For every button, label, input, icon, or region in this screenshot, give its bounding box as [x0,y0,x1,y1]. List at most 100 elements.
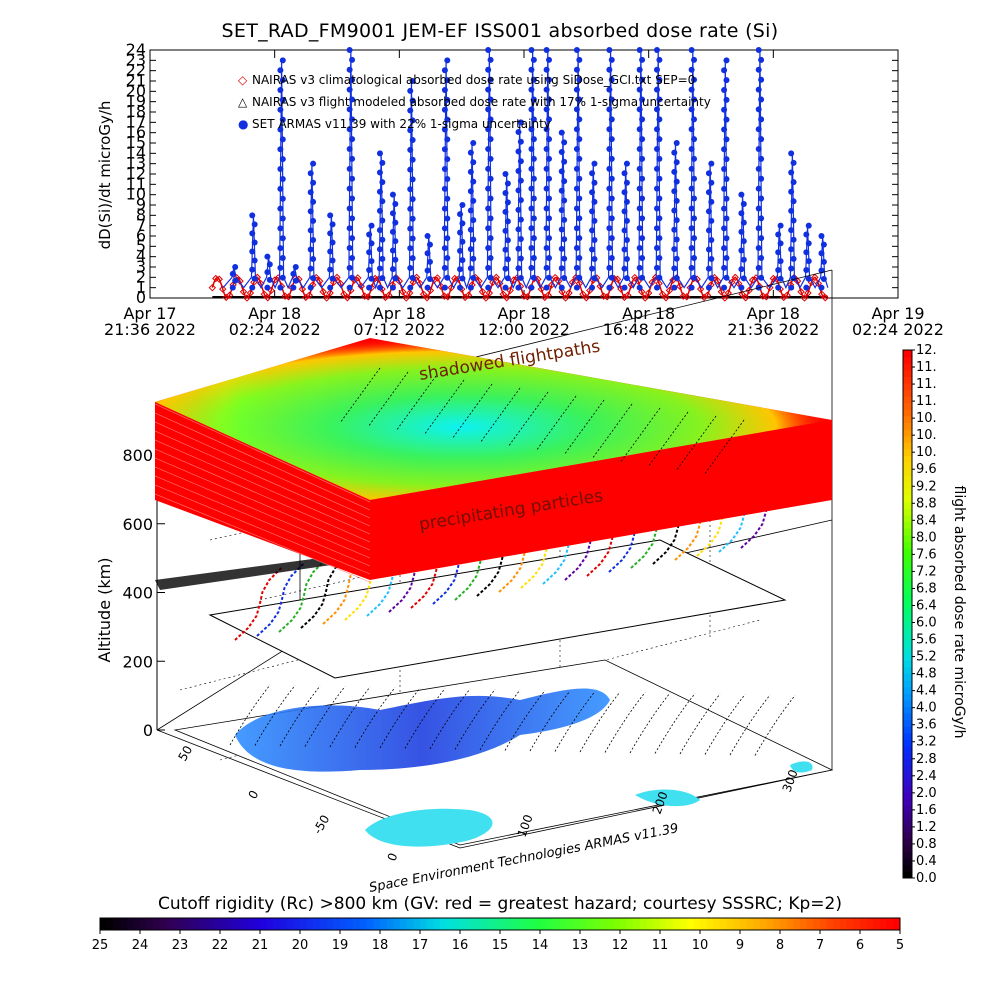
armas-point [349,254,356,261]
armas-point [738,284,745,291]
colorbar-cell [903,607,912,615]
y-tick-label: 4 [136,247,146,266]
colorbar-tick-label: 2.4 [916,769,937,784]
climatological-point [800,294,809,302]
colorbar-cell [903,548,912,556]
colorbar-tick-label: 8.8 [916,496,937,511]
armas-point [310,217,317,224]
slab-stripe [154,475,371,567]
slab-stripe [154,439,371,535]
climatological-point [416,279,424,288]
armas-point [441,126,448,133]
armas-point [589,265,596,272]
armas-point [277,284,284,291]
armas-point [573,245,580,252]
armas-point [608,195,615,202]
armas-point [277,264,284,271]
armas-point [788,207,795,214]
armas-point [528,225,535,232]
armas-point [671,188,678,195]
armas-point [277,106,284,113]
armas-point [608,56,615,63]
island-shape [790,761,813,773]
armas-point [758,76,765,83]
armas-point [346,185,353,192]
armas-point [803,284,810,291]
armas-point [775,231,782,238]
armas-point [487,136,494,143]
armas-point [292,277,299,284]
climatological-point [582,294,591,302]
armas-point [775,266,782,273]
armas-point [573,185,580,192]
armas-point [515,167,522,174]
armas-point [444,77,451,84]
armas-point [561,139,568,146]
armas-point [755,126,762,133]
armas-point [517,274,524,281]
armas-point [543,225,550,232]
slab-stripe [154,493,371,583]
climatological-point [631,273,639,282]
armas-point [504,180,511,187]
armas-point [723,255,730,262]
armas-point [708,275,715,282]
armas-point [349,274,356,281]
x-tick-label-date: Apr 18 [497,304,550,323]
x-tick-label-date: Apr 18 [248,304,301,323]
climatological-point [551,273,559,282]
colorbar-tick-label: 11. [916,360,937,375]
armas-point [673,236,680,243]
x-tick-label-date: Apr 18 [373,304,426,323]
armas-point [251,221,258,228]
climatological-point [364,293,372,301]
armas-point [279,255,286,262]
armas-point [738,266,745,273]
armas-point [561,255,568,262]
armas-point [576,175,583,182]
armas-point [485,47,492,53]
armas-point [441,146,448,153]
armas-point [546,274,553,281]
armas-point [621,246,628,253]
armas-point [251,257,258,264]
armas-point [528,245,535,252]
armas-point [277,245,284,252]
colorbar-cell [903,713,912,721]
armas-point [424,233,431,239]
armas-point [441,264,448,271]
colorbar-cell [903,871,912,879]
legend-symbol: ● [238,117,248,131]
armas-point [407,107,414,114]
armas-point [310,179,317,186]
z-tick-label: 200 [122,652,153,671]
armas-point [249,230,256,237]
y-tick-label: 19 [126,92,146,111]
climatological-point [219,285,227,293]
armas-point [758,235,765,242]
armas-point [349,175,356,182]
armas-point [346,126,353,133]
colorbar-cell [903,759,912,767]
climatological-point [665,286,674,295]
armas-point [487,56,494,63]
climatological-point [298,285,307,293]
colorbar-tick-label: 10. [916,445,937,460]
armas-point [457,229,464,236]
climatological-point [738,290,746,298]
armas-point [705,170,712,177]
colorbar-cell [903,402,912,410]
colorbar-cell [903,739,912,747]
armas-point [621,284,628,291]
colorbar-cell [903,528,912,536]
climatological-point [326,289,334,297]
armas-point [530,195,537,202]
colorbar-cell [903,574,912,582]
climatological-point [264,294,272,302]
armas-point [758,175,765,182]
armas-point [653,165,660,172]
armas-point [790,198,797,205]
armas-point [292,264,299,270]
armas-point [546,136,553,143]
armas-point [758,96,765,103]
